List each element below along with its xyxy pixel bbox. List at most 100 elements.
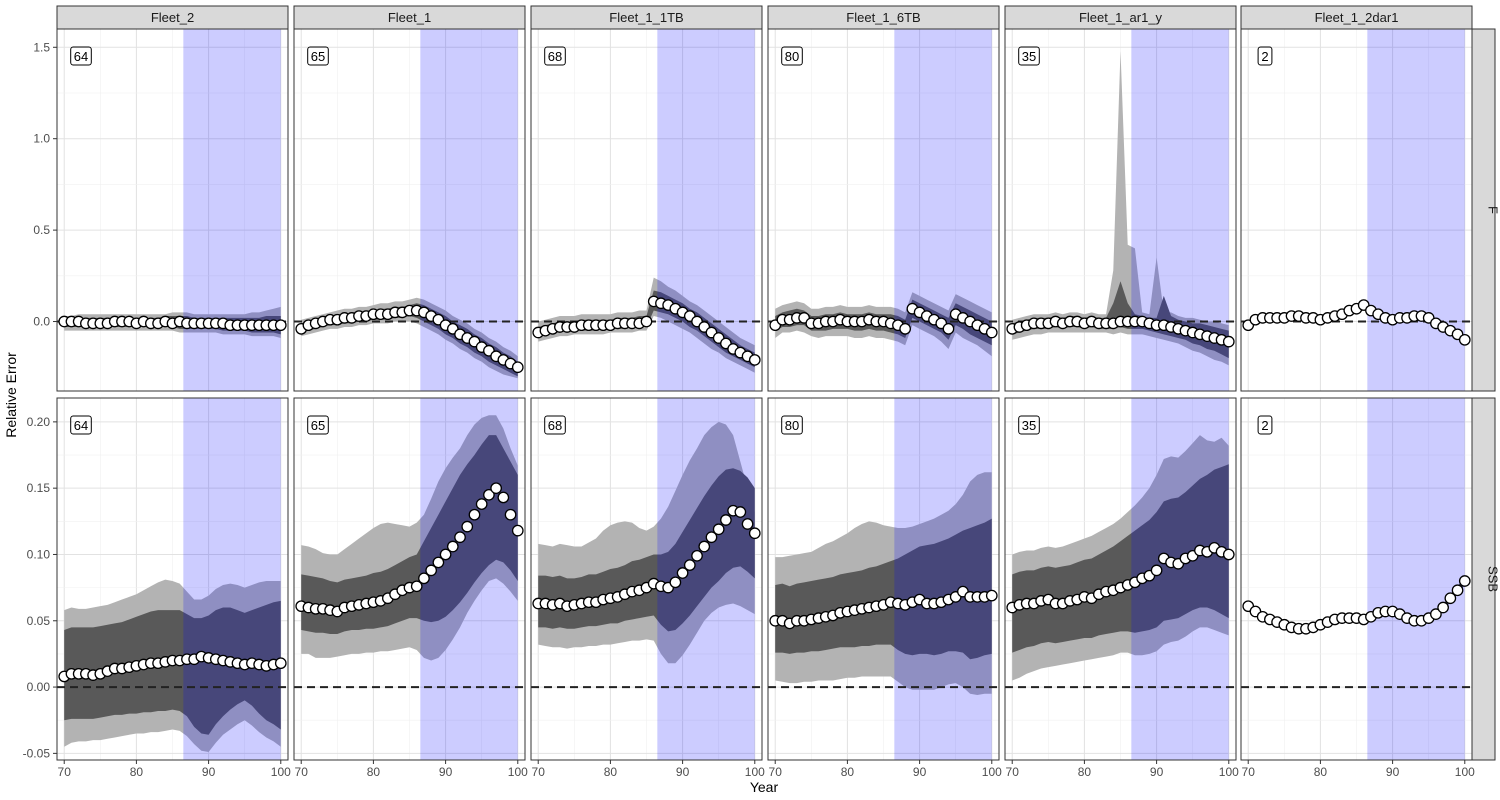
- median-point: [511, 524, 524, 537]
- x-tick-label: 100: [271, 765, 291, 779]
- panel-border: [56, 397, 289, 761]
- strip-SSB: SSB: [1471, 397, 1500, 761]
- strip-label: Fleet_2: [151, 10, 194, 25]
- strip-label: Fleet_1_1TB: [609, 10, 683, 25]
- median-point: [1458, 333, 1471, 346]
- n-label: 80: [781, 415, 803, 435]
- n-label: 68: [544, 415, 566, 435]
- panel-Fleet_2-SSB: 64: [56, 397, 289, 761]
- n-label-text: 64: [74, 49, 88, 64]
- strip-background: [56, 5, 289, 30]
- n-label: 35: [1018, 46, 1040, 66]
- axes-layer: 0.0 0.5 1.0 1.5 70 80 90 100 -0.05 0.00 0.05 0.10 0.…: [23, 40, 1475, 779]
- projection-highlight: [183, 29, 281, 391]
- n-label: 64: [70, 46, 92, 66]
- median-point: [425, 564, 438, 577]
- y-tick-label: 1.5: [33, 40, 50, 54]
- median-point: [274, 657, 287, 670]
- x-tick-label: 70: [58, 765, 72, 779]
- projection-highlight: [894, 398, 992, 760]
- x-tick-label: 100: [508, 765, 528, 779]
- x-tick-label: 80: [367, 765, 381, 779]
- x-tick-label: 70: [295, 765, 309, 779]
- y-tick-label: 0.20: [27, 415, 51, 429]
- x-tick-label: 90: [439, 765, 453, 779]
- n-label-box: [544, 46, 566, 66]
- strip-Fleet_1_1TB: Fleet_1_1TB: [530, 5, 763, 30]
- n-label-text: 68: [548, 49, 562, 64]
- median-point: [698, 540, 711, 553]
- strip-background: [767, 5, 1000, 30]
- strip-label: Fleet_1_2dar1: [1315, 10, 1399, 25]
- strip-background: [1471, 397, 1496, 761]
- x-tick-label: 90: [913, 765, 927, 779]
- x-tick-label: 70: [1006, 765, 1020, 779]
- median-point: [418, 572, 430, 585]
- projection-highlight: [894, 29, 992, 391]
- x-tick-label: 90: [1386, 765, 1400, 779]
- strip-label: Fleet_1_6TB: [846, 10, 920, 25]
- strips-layer: Fleet_2 Fleet_1 Fleet_1_1TB Fleet_1_6TB Flee…: [56, 5, 1500, 761]
- x-tick-label: 70: [1242, 765, 1256, 779]
- panel-Fleet_1_ar1_y-F: 35: [1004, 28, 1237, 392]
- strip-Fleet_1: Fleet_1: [293, 5, 526, 30]
- panel-Fleet_1_1TB-F: 68: [530, 28, 763, 392]
- projection-highlight: [420, 29, 518, 391]
- median-point: [683, 559, 696, 571]
- median-point: [741, 518, 754, 530]
- x-axis-title: Year: [750, 779, 779, 795]
- y-tick-label: 0.10: [27, 547, 51, 561]
- n-label-box: [307, 415, 329, 435]
- strip-background: [1471, 28, 1496, 392]
- median-point: [1430, 608, 1442, 620]
- median-point: [720, 514, 732, 526]
- strip-label: Fleet_1_ar1_y: [1079, 10, 1163, 25]
- n-label-box: [1257, 415, 1273, 435]
- median-point: [985, 589, 998, 602]
- y-tick-label: 1.0: [33, 132, 50, 146]
- n-label-text: 68: [548, 418, 562, 433]
- median-point: [712, 523, 725, 536]
- n-label-box: [781, 46, 803, 66]
- x-tick-label: 90: [1150, 765, 1164, 779]
- median-point: [432, 556, 445, 569]
- panel-Fleet_1-F: 65: [293, 28, 526, 392]
- x-tick-label: 80: [1078, 765, 1092, 779]
- panel-border: [530, 397, 763, 761]
- panel-Fleet_1_2dar1-F: 2: [1240, 28, 1473, 392]
- median-point: [490, 482, 502, 495]
- median-point: [705, 531, 718, 544]
- strip-background: [1240, 5, 1473, 30]
- y-axis-title: Relative Error: [3, 352, 19, 438]
- inner-band: [64, 600, 281, 735]
- inner-band: [538, 468, 755, 632]
- panel-Fleet_1_6TB-SSB: 80: [767, 397, 1000, 761]
- median-point: [439, 548, 452, 561]
- n-label: 2: [1257, 415, 1273, 435]
- n-label: 65: [307, 415, 329, 435]
- n-label: 68: [544, 46, 566, 66]
- n-label-text: 2: [1261, 49, 1268, 64]
- panel-Fleet_1_1TB-SSB: 68: [530, 397, 763, 761]
- inner-band: [301, 435, 518, 635]
- projection-highlight: [420, 398, 518, 760]
- strip-label: Fleet_1: [388, 10, 431, 25]
- x-tick-label: 80: [1314, 765, 1328, 779]
- strip-F: F: [1471, 28, 1500, 392]
- strip-Fleet_1_2dar1: Fleet_1_2dar1: [1240, 5, 1473, 30]
- median-point: [748, 527, 761, 540]
- n-label-box: [1018, 46, 1040, 66]
- n-label: 2: [1257, 46, 1273, 66]
- median-point: [1444, 592, 1457, 605]
- y-tick-label: 0.00: [27, 680, 51, 694]
- projection-highlight: [657, 29, 755, 391]
- x-tick-label: 80: [604, 765, 618, 779]
- median-point: [504, 508, 517, 521]
- x-tick-label: 90: [676, 765, 690, 779]
- x-tick-label: 100: [745, 765, 765, 779]
- n-label-text: 65: [311, 49, 325, 64]
- median-point: [468, 508, 481, 521]
- panel-border: [767, 397, 1000, 761]
- median-point: [1222, 548, 1235, 561]
- n-label-box: [1018, 415, 1040, 435]
